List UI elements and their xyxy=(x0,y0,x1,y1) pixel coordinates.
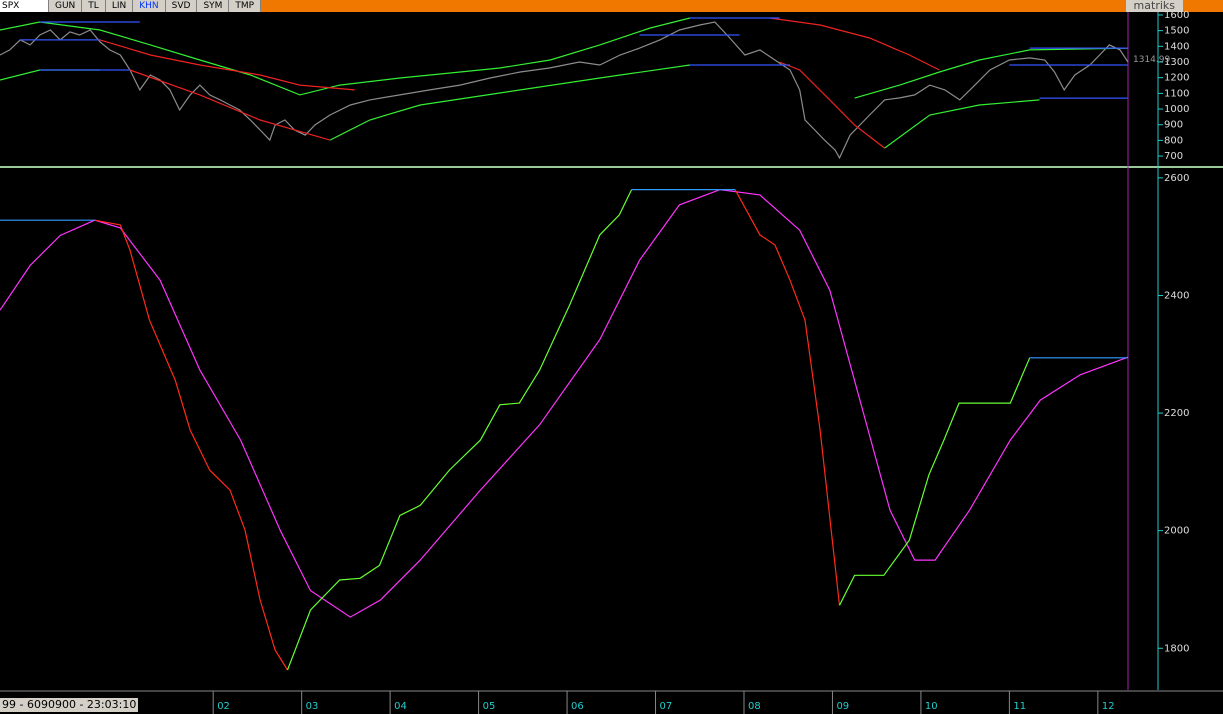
series-line xyxy=(0,189,1128,359)
series-line xyxy=(129,61,885,149)
x-tick-label: 02 xyxy=(217,701,230,712)
y-tick-label: 900 xyxy=(1164,120,1183,131)
y-tick-label: 1800 xyxy=(1164,643,1189,654)
toolbar: SPX GUN TL LIN KHN SVD SYM TMP xyxy=(0,0,1223,12)
series-line xyxy=(39,64,1128,99)
toolbar-button[interactable]: TMP xyxy=(229,0,262,12)
toolbar-button[interactable]: TL xyxy=(82,0,106,12)
series-line xyxy=(286,189,1031,671)
toolbar-button[interactable]: SVD xyxy=(165,0,198,12)
toolbar-button[interactable]: GUN xyxy=(49,0,83,12)
status: 99 - 6090900 - 23:03:10 xyxy=(0,698,139,712)
toolbar-button[interactable]: KHN xyxy=(133,0,166,12)
x-tick-label: 04 xyxy=(394,701,407,712)
x-tick-label: 12 xyxy=(1102,701,1115,712)
brand: matriks xyxy=(1125,0,1183,12)
toolbar-button[interactable]: SYM xyxy=(197,0,230,12)
y-tick-label: 1300 xyxy=(1164,57,1189,68)
x-tick-label: 07 xyxy=(660,701,673,712)
series-line xyxy=(0,17,1128,99)
y-tick-label: 1200 xyxy=(1164,73,1189,84)
y-tick-label: 2000 xyxy=(1164,526,1189,537)
y-tick-label: 2400 xyxy=(1164,290,1189,301)
y-tick-label: 1600 xyxy=(1164,10,1189,21)
x-tick-label: 11 xyxy=(1013,701,1026,712)
series-line xyxy=(99,17,940,91)
x-tick-label: 05 xyxy=(483,701,496,712)
y-tick-label: 800 xyxy=(1164,135,1183,146)
toolbar-button[interactable]: LIN xyxy=(105,0,134,12)
x-tick-label: 10 xyxy=(925,701,938,712)
y-tick-label: 1500 xyxy=(1164,26,1189,37)
series-line xyxy=(0,188,1129,618)
y-tick-label: 1100 xyxy=(1164,88,1189,99)
x-tick-label: 06 xyxy=(571,701,584,712)
x-tick-label: 09 xyxy=(836,701,849,712)
y-tick-label: 700 xyxy=(1164,151,1183,162)
last-value-label: 1314.99 xyxy=(1133,55,1170,65)
top-pane xyxy=(0,12,1158,166)
y-tick-label: 1000 xyxy=(1164,104,1189,115)
symbol-field: SPX xyxy=(0,0,49,12)
series-line xyxy=(20,34,1128,66)
y-tick-label: 2600 xyxy=(1164,173,1189,184)
y-tick-label: 2200 xyxy=(1164,408,1189,419)
y-tick-label: 1400 xyxy=(1164,41,1189,52)
series-line xyxy=(94,189,841,671)
x-tick-label: 08 xyxy=(748,701,761,712)
series-line xyxy=(39,17,1128,49)
series-line xyxy=(0,21,1129,160)
x-tick-label: 03 xyxy=(306,701,319,712)
